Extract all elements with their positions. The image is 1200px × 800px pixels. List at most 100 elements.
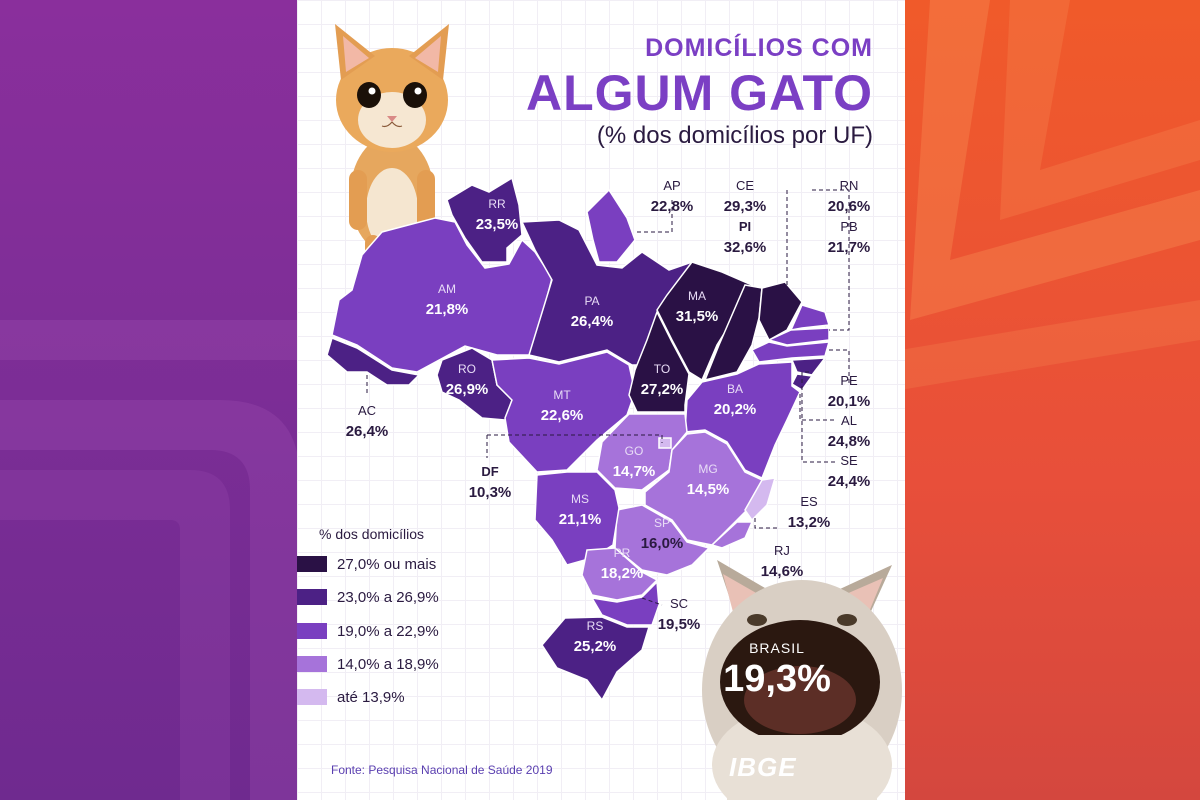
label-value-AM: 21,8% xyxy=(426,301,469,318)
legend-swatch xyxy=(297,689,327,705)
cat-photo xyxy=(702,560,902,800)
brasil-value: 19,3% xyxy=(723,658,831,700)
label-code-RJ: RJ xyxy=(774,543,790,558)
state-MS xyxy=(534,471,620,566)
label-code-CE: CE xyxy=(736,178,754,193)
label-value-PA: 26,4% xyxy=(571,313,614,330)
legend-label: 23,0% a 26,9% xyxy=(337,588,439,606)
left-background-panel xyxy=(0,0,300,800)
label-code-RS: RS xyxy=(587,619,604,633)
ibge-logo-text: IBGE xyxy=(729,752,797,782)
label-value-RR: 23,5% xyxy=(476,216,519,233)
label-code-SP: SP xyxy=(654,516,670,530)
state-AM xyxy=(331,217,553,373)
title-line-1: DOMICÍLIOS COM xyxy=(645,34,873,62)
label-code-GO: GO xyxy=(625,444,644,458)
label-value-PR: 18,2% xyxy=(601,565,644,582)
label-code-RO: RO xyxy=(458,362,476,376)
label-code-RR: RR xyxy=(488,197,506,211)
label-code-SE: SE xyxy=(840,453,858,468)
label-value-TO: 27,2% xyxy=(641,381,684,398)
label-code-DF: DF xyxy=(481,464,498,479)
label-value-RS: 25,2% xyxy=(574,638,617,655)
legend-swatch xyxy=(297,556,327,572)
legend-title: % dos domicílios xyxy=(319,526,425,542)
state-MG xyxy=(644,431,763,546)
label-value-MG: 14,5% xyxy=(687,481,730,498)
label-code-PR: PR xyxy=(614,546,631,560)
label-value-BA: 20,2% xyxy=(714,401,757,418)
state-BA xyxy=(684,361,801,480)
in-map-labels: RR 23,5% AM 21,8% PA 26,4% RO 26,9% MT 2… xyxy=(426,197,757,655)
label-value-SE: 24,4% xyxy=(828,473,871,490)
subtitle: (% dos domicílios por UF) xyxy=(596,122,873,149)
label-value-PE: 20,1% xyxy=(828,393,871,410)
label-code-ES: ES xyxy=(800,494,818,509)
state-AP xyxy=(586,188,636,263)
legend-label: 19,0% a 22,9% xyxy=(337,622,439,640)
right-background-panel xyxy=(900,0,1200,800)
right-deco-shapes xyxy=(900,0,1200,390)
legend-label: 14,0% a 18,9% xyxy=(337,655,439,673)
legend-label: 27,0% ou mais xyxy=(337,555,437,573)
external-labels: AP 22,8% CE 29,3% PI 32,6% RN 20,6% PB 2… xyxy=(346,178,871,633)
label-code-BA: BA xyxy=(727,382,743,396)
states-layer xyxy=(326,176,831,702)
label-code-PA: PA xyxy=(584,294,599,308)
state-AL xyxy=(790,357,827,376)
label-value-DF: 10,3% xyxy=(469,484,512,501)
left-deco-shapes xyxy=(0,320,300,800)
state-MT xyxy=(491,351,636,473)
legend-label: até 13,9% xyxy=(337,688,405,706)
state-GO xyxy=(596,413,688,491)
label-code-MA: MA xyxy=(688,289,706,303)
label-value-ES: 13,2% xyxy=(788,514,831,531)
label-value-PB: 21,7% xyxy=(828,239,871,256)
label-value-PI: 32,6% xyxy=(724,239,767,256)
state-PB xyxy=(766,327,830,346)
label-value-GO: 14,7% xyxy=(613,463,656,480)
legend-item: 14,0% a 18,9% xyxy=(297,653,439,675)
label-code-PB: PB xyxy=(840,219,857,234)
state-RJ xyxy=(710,521,754,549)
state-MA xyxy=(656,261,754,382)
label-code-PI: PI xyxy=(739,219,751,234)
ibge-logo: IBGE xyxy=(729,752,797,783)
label-code-PE: PE xyxy=(840,373,858,388)
label-value-AL: 24,8% xyxy=(828,433,871,450)
legend-item: 19,0% a 22,9% xyxy=(297,620,439,642)
brazil-map: RR 23,5% AM 21,8% PA 26,4% RO 26,9% MT 2… xyxy=(326,176,871,702)
label-value-AP: 22,8% xyxy=(651,198,694,215)
state-SC xyxy=(590,580,660,626)
state-ES xyxy=(744,477,777,522)
state-PE xyxy=(750,341,831,363)
label-code-RN: RN xyxy=(840,178,859,193)
infographic-card: DOMICÍLIOS COM ALGUM GATO (% dos domicíl… xyxy=(297,0,905,800)
leader-lines xyxy=(366,189,850,606)
state-TO xyxy=(628,310,690,413)
label-code-MS: MS xyxy=(571,492,589,506)
kitten-photo xyxy=(335,24,449,265)
state-RS xyxy=(541,616,651,702)
legend-item: 27,0% ou mais xyxy=(297,553,436,575)
label-value-MT: 22,6% xyxy=(541,407,584,424)
legend-swatch xyxy=(297,656,327,672)
label-value-AC: 26,4% xyxy=(346,423,389,440)
legend-swatch xyxy=(297,623,327,639)
label-value-RJ: 14,6% xyxy=(761,563,804,580)
label-value-SP: 16,0% xyxy=(641,535,684,552)
label-value-MS: 21,1% xyxy=(559,511,602,528)
label-code-MT: MT xyxy=(553,388,571,402)
label-value-MA: 31,5% xyxy=(676,308,719,325)
label-value-CE: 29,3% xyxy=(724,198,767,215)
state-AC xyxy=(326,336,421,386)
label-code-AP: AP xyxy=(663,178,680,193)
label-code-SC: SC xyxy=(670,596,688,611)
state-PR xyxy=(581,547,659,601)
state-DF xyxy=(658,437,672,449)
label-code-AM: AM xyxy=(438,282,456,296)
label-code-AL: AL xyxy=(841,413,857,428)
label-value-SC: 19,5% xyxy=(658,616,701,633)
legend-item: até 13,9% xyxy=(297,686,405,708)
label-code-TO: TO xyxy=(654,362,670,376)
